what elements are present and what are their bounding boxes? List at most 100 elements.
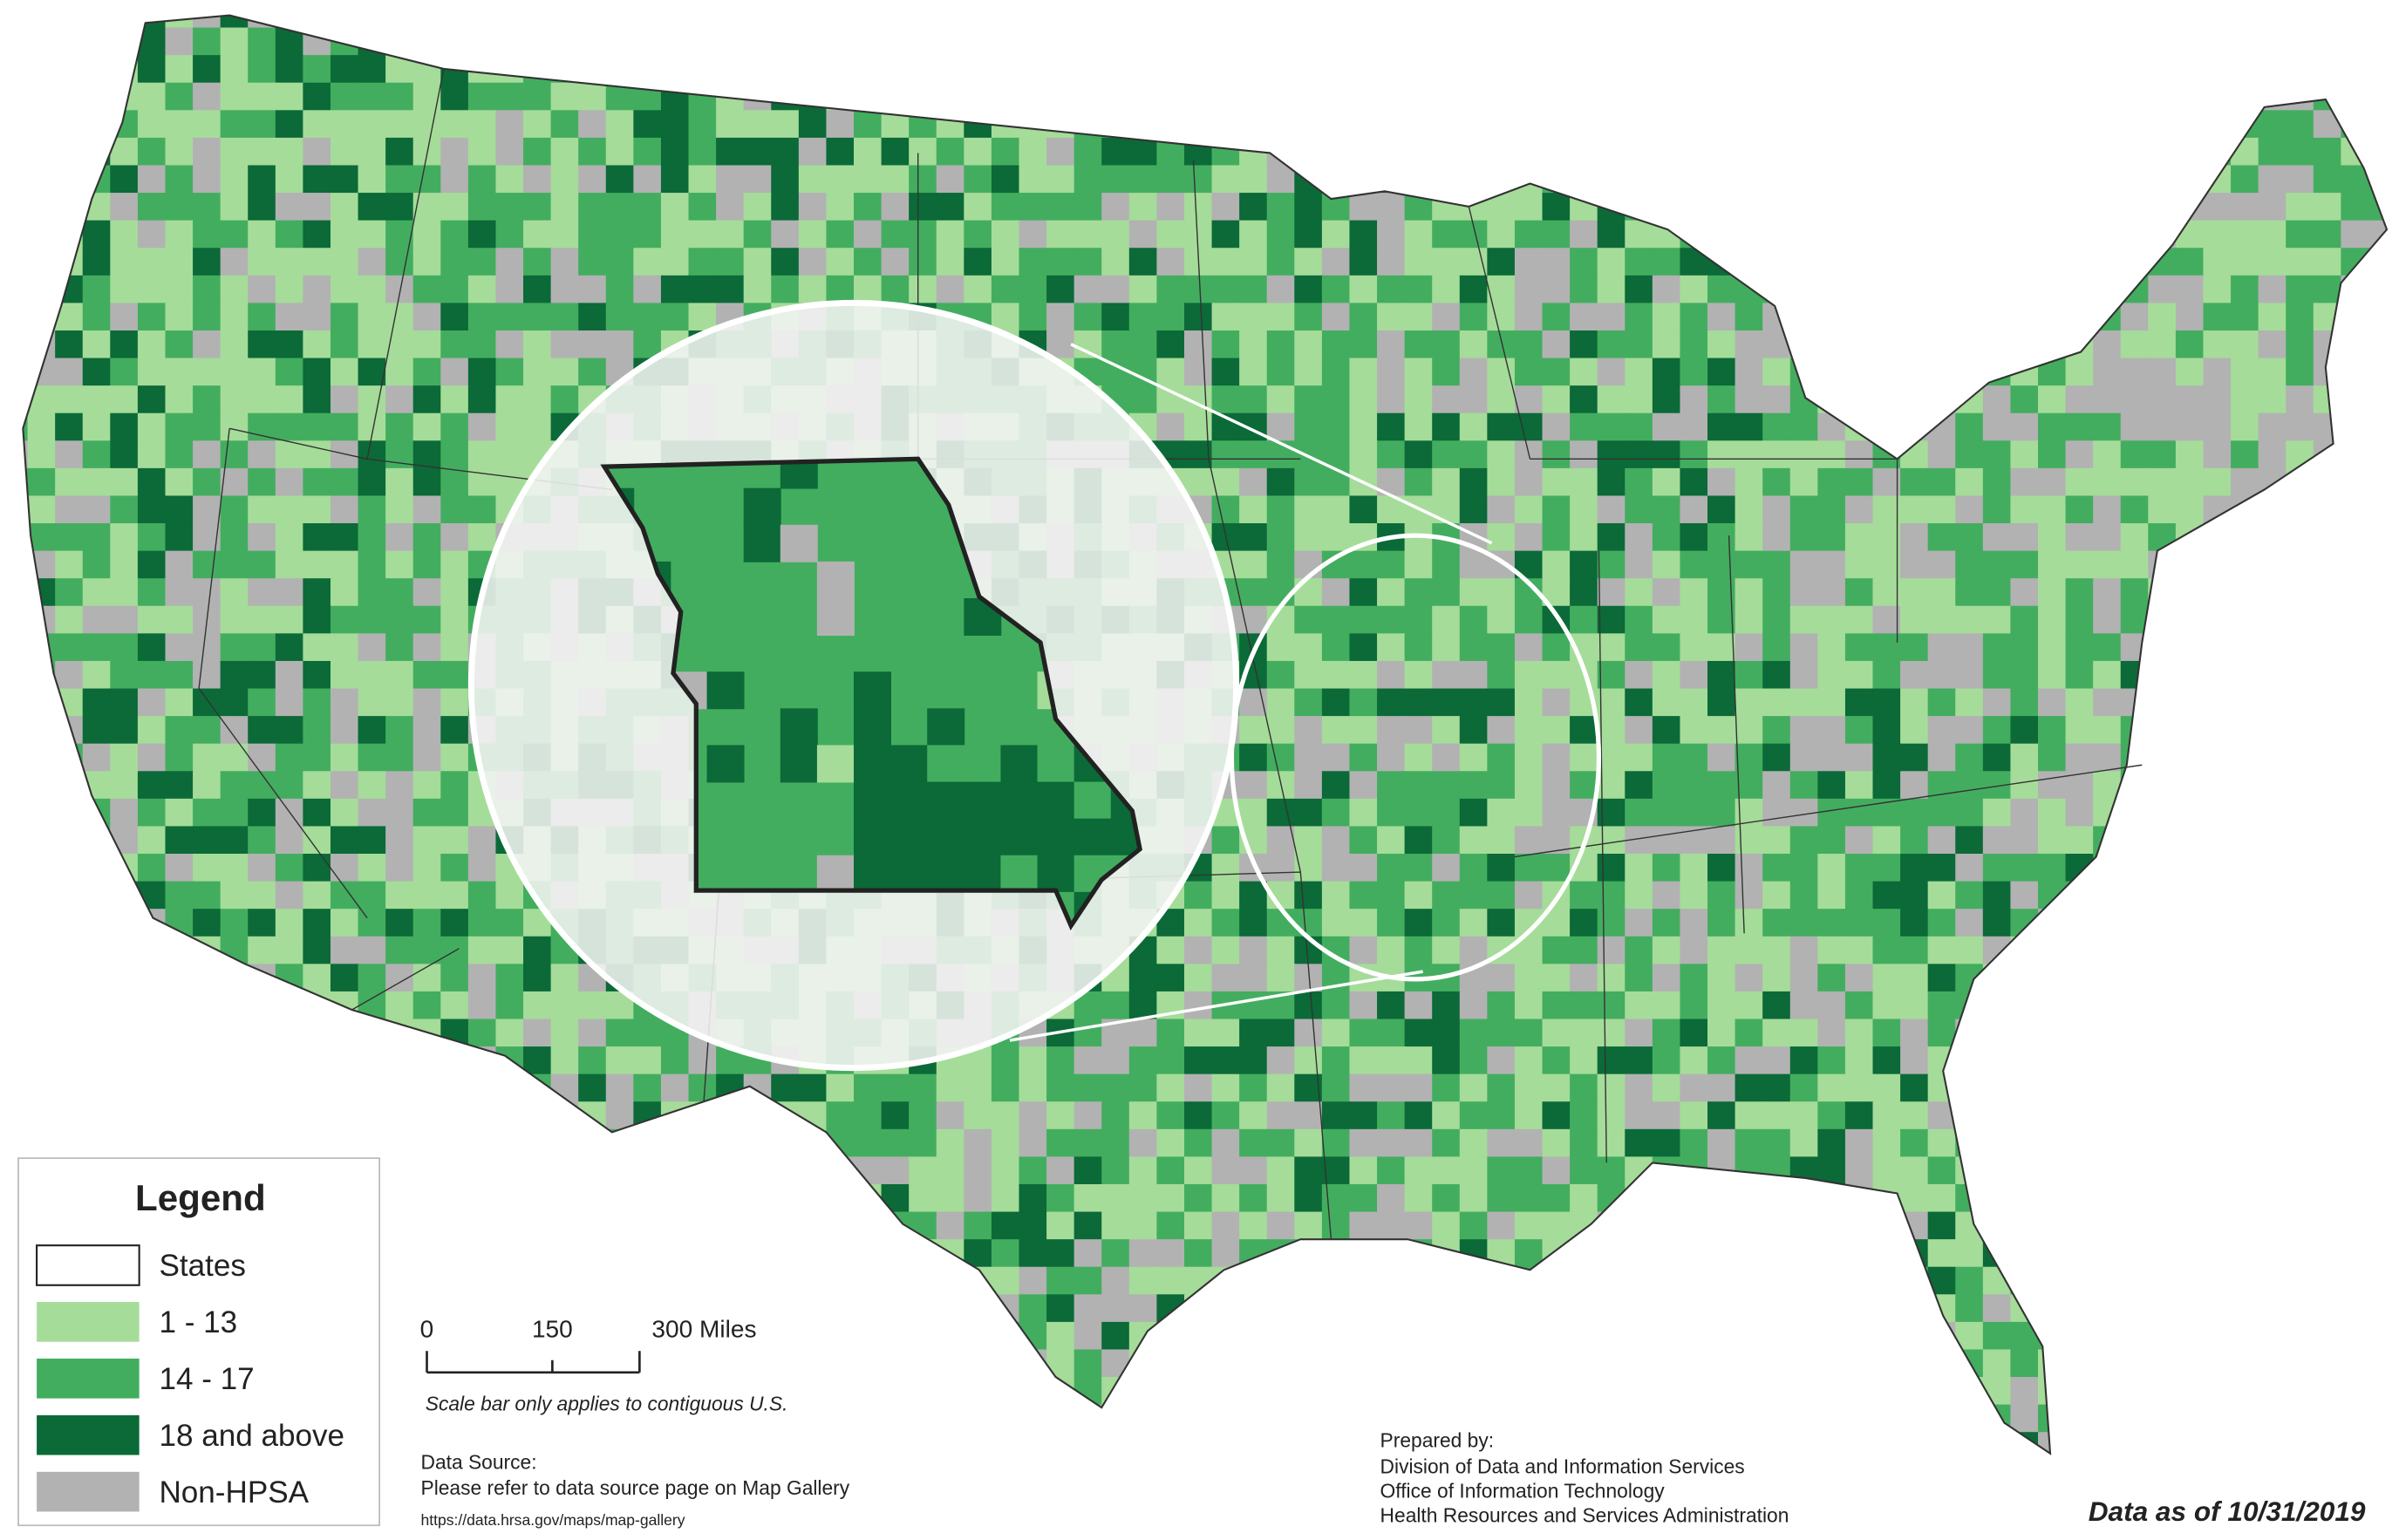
county-patch bbox=[440, 660, 469, 690]
county-patch bbox=[1652, 936, 1681, 965]
county-patch bbox=[303, 881, 331, 910]
county-patch bbox=[2148, 330, 2177, 359]
county-patch bbox=[2286, 771, 2314, 800]
county-patch bbox=[1211, 1019, 1241, 1047]
county-patch bbox=[165, 55, 194, 84]
county-patch bbox=[2368, 1487, 2396, 1515]
county-patch bbox=[2065, 964, 2095, 992]
county-patch bbox=[1735, 1404, 1764, 1434]
county-patch bbox=[110, 743, 139, 773]
county-patch bbox=[909, 193, 937, 221]
county-patch bbox=[1900, 137, 1929, 167]
county-patch bbox=[2010, 467, 2039, 497]
county-patch bbox=[275, 275, 304, 304]
county-patch bbox=[771, 1156, 800, 1185]
county-patch bbox=[165, 854, 194, 882]
county-patch bbox=[771, 275, 800, 304]
county-patch bbox=[1239, 220, 1268, 249]
county-patch bbox=[1046, 1183, 1075, 1213]
county-patch bbox=[193, 15, 221, 29]
county-patch bbox=[165, 550, 194, 580]
county-patch bbox=[1432, 1156, 1461, 1185]
county-patch bbox=[1625, 82, 1653, 112]
county-patch bbox=[1900, 110, 1929, 139]
county-patch bbox=[275, 165, 304, 194]
county-patch bbox=[2148, 495, 2177, 524]
county-patch bbox=[798, 27, 828, 57]
county-patch bbox=[275, 881, 304, 910]
county-patch bbox=[1817, 1404, 1846, 1434]
county-patch bbox=[137, 137, 167, 167]
county-patch bbox=[55, 1019, 84, 1047]
county-patch bbox=[1762, 909, 1791, 937]
county-patch bbox=[2065, 1432, 2095, 1454]
county-patch bbox=[826, 1349, 855, 1378]
county-patch bbox=[137, 467, 167, 497]
county-patch bbox=[1817, 826, 1846, 855]
county-patch bbox=[193, 248, 221, 276]
county-patch bbox=[1377, 27, 1406, 57]
county-patch bbox=[2120, 27, 2150, 57]
county-patch bbox=[1514, 1183, 1544, 1213]
county-patch bbox=[1487, 385, 1516, 414]
county-patch bbox=[1128, 15, 1158, 29]
county-patch bbox=[1597, 826, 1626, 855]
county-patch bbox=[2065, 826, 2095, 855]
county-patch bbox=[1239, 440, 1268, 469]
county-patch bbox=[1900, 1460, 1928, 1488]
county-patch bbox=[1404, 660, 1434, 690]
county-patch bbox=[1128, 385, 1158, 414]
county-patch bbox=[440, 550, 469, 580]
county-patch bbox=[1570, 1128, 1598, 1158]
county-patch bbox=[193, 1073, 221, 1103]
county-patch bbox=[1789, 1019, 1819, 1047]
county-patch bbox=[605, 1432, 635, 1454]
county-patch bbox=[110, 1046, 139, 1075]
county-patch bbox=[2368, 881, 2388, 910]
county-patch bbox=[1459, 467, 1489, 497]
county-patch bbox=[1294, 1487, 1322, 1515]
county-patch bbox=[303, 909, 331, 937]
county-patch bbox=[110, 193, 139, 221]
county-patch bbox=[578, 220, 607, 249]
county-patch bbox=[165, 716, 194, 745]
county-patch bbox=[660, 82, 690, 112]
county-patch bbox=[1514, 660, 1544, 690]
county-patch bbox=[964, 1211, 992, 1241]
county-patch bbox=[2093, 110, 2122, 139]
county-patch bbox=[1735, 1073, 1764, 1103]
county-patch bbox=[1183, 358, 1213, 387]
county-patch bbox=[550, 275, 580, 304]
county-patch bbox=[1707, 110, 1736, 139]
county-patch bbox=[1212, 1515, 1240, 1540]
county-patch bbox=[358, 248, 387, 276]
county-patch bbox=[2396, 330, 2399, 358]
county-patch bbox=[358, 716, 387, 745]
county-patch bbox=[1487, 771, 1516, 800]
county-patch bbox=[275, 303, 304, 331]
county-patch bbox=[2148, 275, 2177, 304]
county-patch bbox=[1927, 881, 1957, 910]
county-patch bbox=[688, 137, 717, 167]
county-patch bbox=[881, 1101, 910, 1130]
county-patch bbox=[550, 248, 580, 276]
county-patch bbox=[2175, 385, 2205, 414]
county-patch bbox=[2120, 220, 2150, 249]
county-patch bbox=[660, 248, 690, 276]
county-patch bbox=[1046, 220, 1075, 249]
county-patch bbox=[688, 248, 717, 276]
county-patch bbox=[82, 495, 112, 524]
county-patch bbox=[220, 412, 249, 442]
county-patch bbox=[2065, 660, 2095, 690]
county-patch bbox=[523, 27, 552, 57]
county-patch bbox=[2175, 1019, 2205, 1047]
county-patch bbox=[1266, 1349, 1296, 1378]
county-patch bbox=[1183, 1377, 1213, 1406]
county-patch bbox=[2341, 991, 2369, 1020]
county-patch bbox=[991, 1211, 1020, 1241]
county-patch bbox=[2258, 1101, 2287, 1130]
county-patch bbox=[55, 578, 84, 607]
county-patch bbox=[2093, 1377, 2122, 1406]
county-patch bbox=[248, 412, 276, 442]
county-patch bbox=[2037, 220, 2067, 249]
